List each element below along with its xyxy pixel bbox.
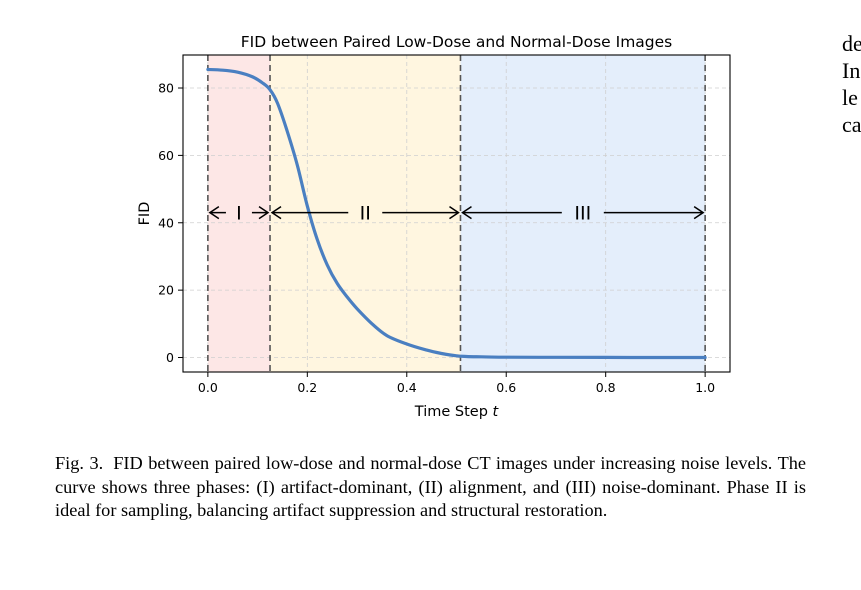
side-line: le bbox=[842, 85, 858, 110]
x-tick-label: 0.8 bbox=[596, 380, 616, 395]
x-tick-label: 0.0 bbox=[198, 380, 218, 395]
caption-text: FID between paired low-dose and normal-d… bbox=[55, 453, 806, 520]
arrow-head bbox=[270, 206, 282, 220]
arrow-head bbox=[693, 206, 705, 220]
figure-caption: Fig. 3. FID between paired low-dose and n… bbox=[55, 452, 806, 523]
y-tick-label: 60 bbox=[158, 148, 174, 163]
adjacent-column-text: de In le ca bbox=[842, 30, 861, 138]
x-axis-label-var: t bbox=[493, 404, 500, 420]
x-axis-label: Time Step t bbox=[414, 404, 500, 420]
chart-title: FID between Paired Low-Dose and Normal-D… bbox=[241, 33, 673, 51]
caption-label: Fig. 3. bbox=[55, 453, 104, 473]
phase-label: III bbox=[574, 203, 591, 225]
arrow-head bbox=[461, 206, 472, 220]
y-tick-label: 80 bbox=[158, 81, 174, 96]
arrow-head bbox=[258, 206, 270, 220]
phase-label: I bbox=[236, 203, 242, 225]
phase-region bbox=[460, 55, 706, 372]
x-tick-label: 0.2 bbox=[297, 380, 317, 395]
y-tick-label: 20 bbox=[158, 283, 174, 298]
side-line: ca bbox=[842, 112, 861, 137]
x-tick-label: 0.6 bbox=[496, 380, 516, 395]
plot-frame bbox=[182, 54, 731, 373]
y-tick-label: 40 bbox=[158, 215, 174, 230]
fid-curve-line bbox=[206, 67, 707, 360]
side-line: de bbox=[842, 31, 861, 56]
x-tick-label: 0.4 bbox=[397, 380, 417, 395]
phase-label: II bbox=[360, 203, 371, 225]
side-line: In bbox=[842, 58, 861, 83]
phase-region bbox=[207, 55, 271, 372]
arrow-head bbox=[208, 206, 220, 220]
x-tick-label: 1.0 bbox=[695, 380, 715, 395]
x-axis-label-text: Time Step bbox=[414, 404, 488, 420]
y-tick-label: 0 bbox=[166, 350, 174, 365]
arrow-head bbox=[449, 206, 460, 220]
y-axis-label: FID bbox=[137, 202, 153, 226]
